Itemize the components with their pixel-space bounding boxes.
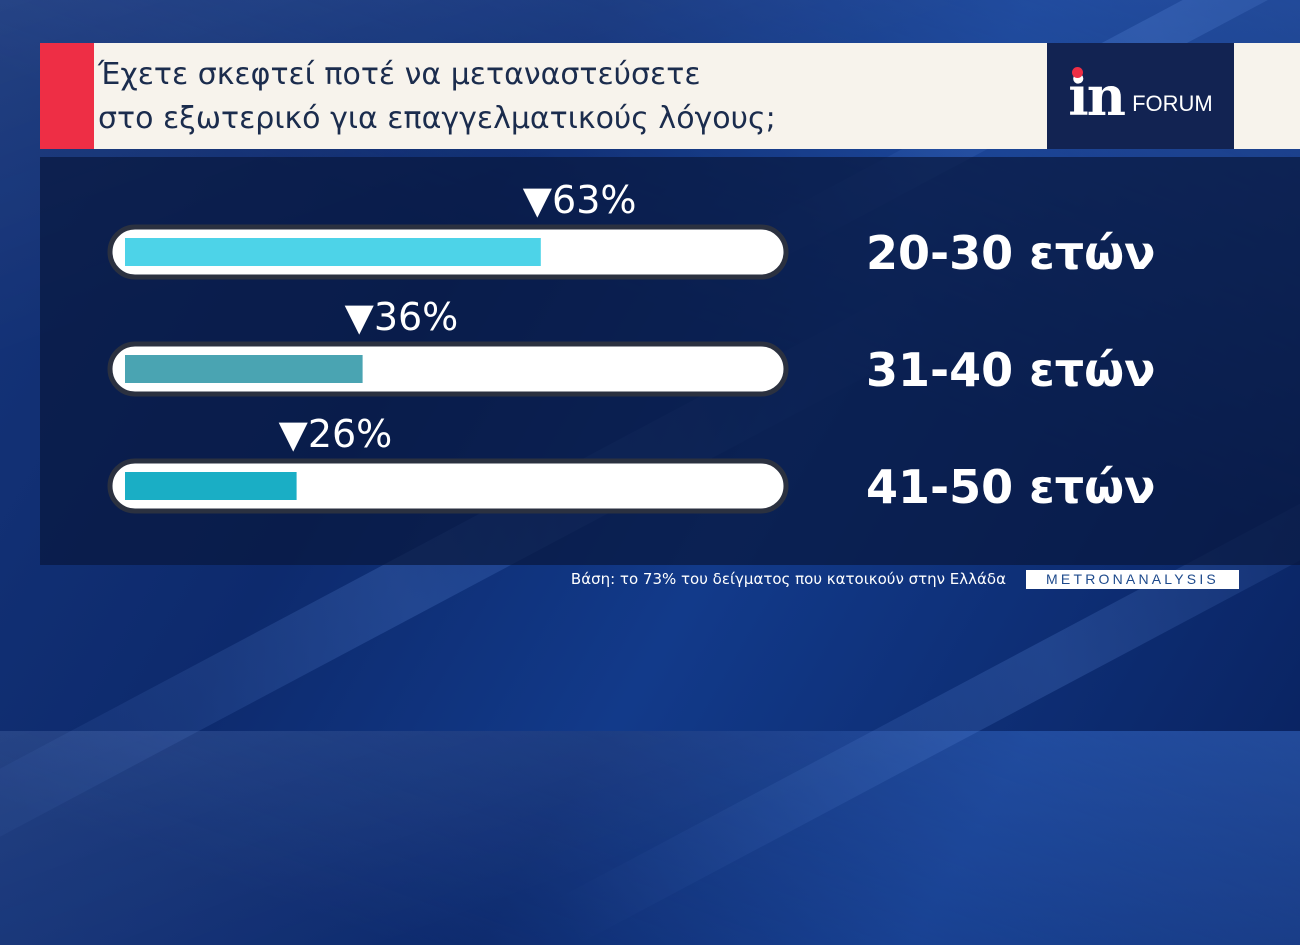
base-note: Βάση: το 73% του δείγματος που κατοικούν… (570, 570, 1006, 588)
category-label: 31-40 ετών (866, 343, 1155, 397)
logo-dot (1072, 67, 1084, 78)
question-line-1: Έχετε σκεφτεί ποτέ να μεταναστεύσετε (98, 57, 701, 92)
logo-in-word: in (1068, 64, 1126, 128)
category-label: 20-30 ετών (866, 226, 1155, 280)
bar-fill (125, 355, 363, 383)
question-line-2: στο εξωτερικό για επαγγελματικούς λόγους… (98, 101, 776, 136)
question-header: Έχετε σκεφτεί ποτέ να μεταναστεύσετε στο… (40, 43, 1300, 149)
bar-fill (125, 472, 297, 500)
category-label: 41-50 ετών (866, 460, 1155, 514)
question-title: Έχετε σκεφτεί ποτέ να μεταναστεύσετε στο… (98, 53, 776, 141)
bar-fill (125, 238, 541, 266)
logo-forum-text: FORUM (1132, 91, 1213, 116)
in-forum-logo: in FORUM (1047, 43, 1234, 149)
bar-value-label: ▼36% (345, 295, 459, 339)
bar-chart: ▼63% 20-30 ετών ▼36% 31-40 ετών ▼26% 41-50 ετ… (107, 178, 1155, 514)
header-accent-bar (40, 43, 94, 149)
pollster-logo: METRONANALYSIS (1026, 570, 1239, 589)
logo-in-text: in (1068, 67, 1126, 123)
bar-value-label: ▼26% (279, 412, 393, 456)
bar-value-label: ▼63% (523, 178, 637, 222)
